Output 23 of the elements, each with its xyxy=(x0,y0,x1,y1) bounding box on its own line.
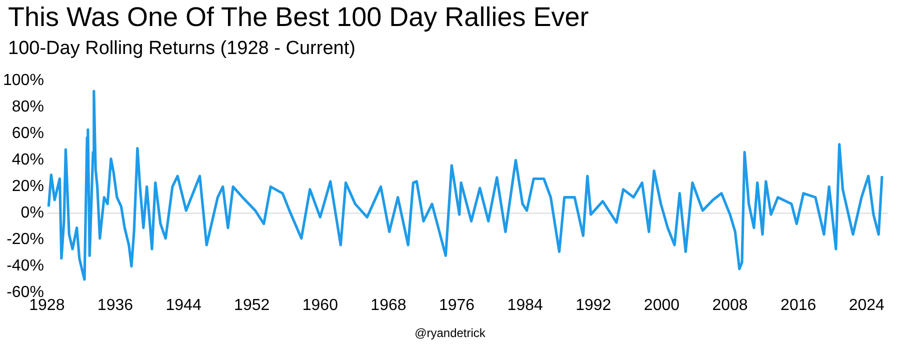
y-tick-label: -40% xyxy=(6,258,44,275)
y-tick-label: 100% xyxy=(3,72,44,90)
chart-subtitle: 100-Day Rolling Returns (1928 - Current) xyxy=(8,38,356,60)
x-tick-label: 2000 xyxy=(644,296,680,314)
y-tick-label: 40% xyxy=(12,152,44,169)
x-tick-label: 1984 xyxy=(507,296,543,314)
chart-title: This Was One Of The Best 100 Day Rallies Ever xyxy=(8,2,589,33)
y-tick-label: 20% xyxy=(12,178,44,196)
x-tick-label: 1968 xyxy=(370,296,406,314)
x-tick-label: 1960 xyxy=(302,296,338,314)
y-tick-label: 80% xyxy=(12,98,44,116)
x-tick-label: 2008 xyxy=(712,296,748,314)
text: @ryandetrick xyxy=(414,326,486,340)
x-tick-label: 1952 xyxy=(234,296,270,314)
x-tick-label: 2024 xyxy=(848,296,885,314)
y-tick-label: 0% xyxy=(20,204,44,222)
x-tick-label: 1992 xyxy=(576,296,612,314)
x-tick-label: 1976 xyxy=(438,296,475,314)
y-tick-label: -20% xyxy=(6,231,44,248)
y-tick-label: 60% xyxy=(12,125,44,142)
x-tick-label: 2016 xyxy=(780,296,816,314)
x-tick-label: 1936 xyxy=(97,296,134,314)
x-tick-label: 1944 xyxy=(166,296,202,314)
